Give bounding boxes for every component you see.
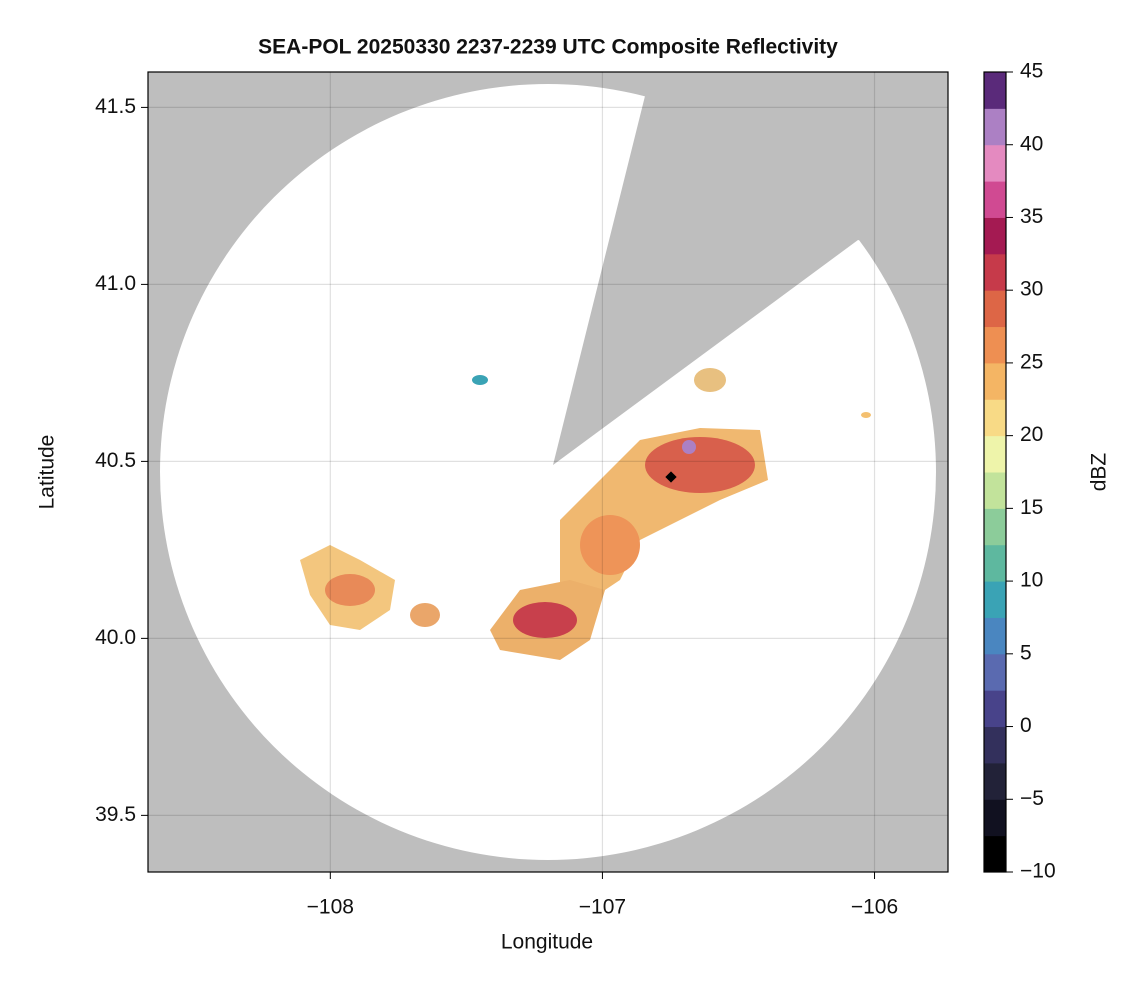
colorbar-tick-label: 15 [1020, 496, 1043, 519]
colorbar-swatch [984, 399, 1006, 437]
colorbar-swatch [984, 435, 1006, 473]
x-tick-label: −106 [851, 896, 898, 919]
colorbar-swatch [984, 362, 1006, 400]
echo-core [513, 602, 577, 638]
colorbar-tick-label: −10 [1020, 860, 1056, 883]
y-tick-label: 40.5 [95, 449, 136, 472]
x-axis-label: Longitude [501, 931, 593, 954]
colorbar-frame [983, 71, 1007, 873]
colorbar-swatch [984, 835, 1006, 873]
colorbar-swatch [984, 472, 1006, 509]
y-axis-label: Latitude [36, 435, 59, 510]
y-tick-label: 41.0 [95, 272, 136, 295]
colorbar-tick-label: −5 [1020, 787, 1044, 810]
colorbar-swatch [984, 326, 1006, 364]
grid [148, 72, 948, 872]
colorbar: −10 −5 0 5 10 15 20 25 30 35 40 45 [983, 60, 1056, 883]
y-tick-label: 41.5 [95, 95, 136, 118]
blocked-sector [553, 72, 948, 465]
echoes [300, 368, 871, 660]
colorbar-tick-label: 20 [1020, 423, 1043, 446]
colorbar-label: dBZ [1088, 453, 1111, 492]
colorbar-tick-label: 0 [1020, 714, 1032, 737]
y-tick-label: 40.0 [95, 626, 136, 649]
plot-frame [147, 71, 949, 873]
colorbar-swatch [984, 799, 1006, 837]
echo-core [645, 437, 755, 493]
colorbar-swatch [984, 544, 1006, 582]
echo-core [325, 574, 375, 606]
x-tick-label: −107 [579, 896, 626, 919]
chart-title: SEA-POL 20250330 2237-2239 UTC Composite… [258, 36, 838, 59]
colorbar-tick-label: 40 [1020, 132, 1043, 155]
echo-region [694, 368, 726, 392]
colorbar-swatch [984, 508, 1006, 546]
colorbar-swatch [984, 653, 1006, 691]
colorbar-tick-label: 30 [1020, 278, 1043, 301]
colorbar-tick-label: 45 [1020, 60, 1043, 83]
colorbar-swatch [984, 762, 1006, 800]
map [148, 72, 948, 872]
colorbar-tick-label: 5 [1020, 641, 1032, 664]
colorbar-swatch [984, 144, 1006, 182]
colorbar-swatch [984, 617, 1006, 655]
echo-region [861, 412, 871, 418]
colorbar-swatch [984, 217, 1006, 255]
x-tick-label: −108 [307, 896, 354, 919]
colorbar-swatch [984, 290, 1006, 328]
echo-region [410, 603, 440, 627]
colorbar-swatch [984, 690, 1006, 728]
colorbar-swatch [984, 108, 1006, 146]
colorbar-swatch [984, 581, 1006, 618]
colorbar-swatch [984, 253, 1006, 291]
colorbar-tick-label: 25 [1020, 350, 1043, 373]
echo-core [580, 515, 640, 575]
colorbar-swatch [984, 726, 1006, 764]
y-tick-label: 39.5 [95, 803, 136, 826]
colorbar-swatch [984, 72, 1006, 109]
radar-site [665, 471, 677, 483]
colorbar-tick-label: 35 [1020, 205, 1043, 228]
colorbar-tick-label: 10 [1020, 569, 1043, 592]
colorbar-swatch [984, 181, 1006, 218]
echo-region [472, 375, 488, 385]
echo-core [682, 440, 696, 454]
